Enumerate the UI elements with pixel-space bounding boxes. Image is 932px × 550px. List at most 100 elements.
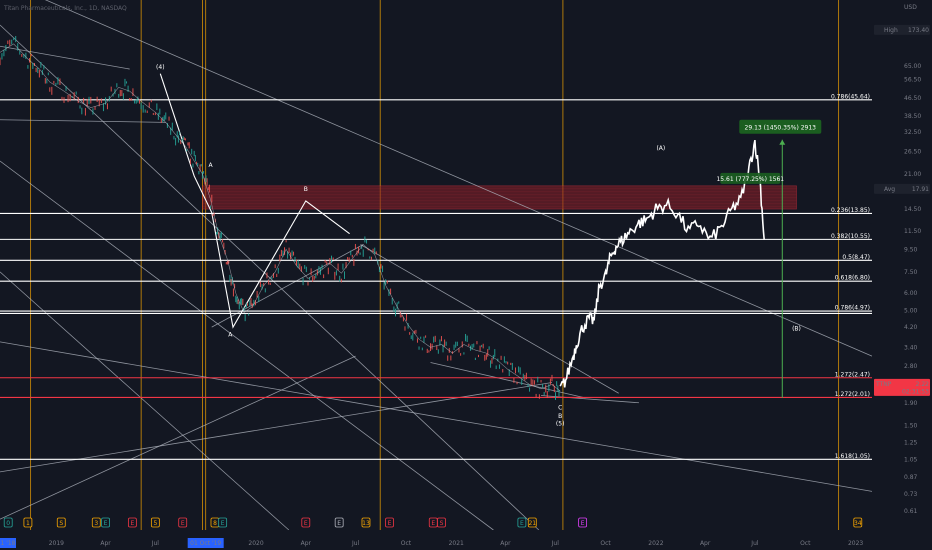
x-tick-12: Apr (700, 540, 711, 547)
event-marker-box-16 (517, 517, 527, 528)
fib-label-2: 0.382(10.55) (831, 233, 870, 240)
measure-box-label: 29.13 (1450.35%) 2913 (745, 124, 817, 131)
x-highlight-label: 01 Oct '19 (190, 540, 221, 547)
fib-label-5: 0.786(4.97) (835, 305, 870, 312)
event-marker-16: E (520, 520, 524, 527)
y-tick-12: 6.00 (904, 290, 918, 297)
event-marker-box-5 (127, 517, 137, 528)
fib-label-0: 0.786(45.64) (831, 93, 870, 100)
trend-line-10 (360, 244, 619, 394)
event-marker-1: 1 (26, 520, 30, 527)
y-tick-5: 26.50 (904, 149, 921, 156)
wave-path-layer (159, 73, 350, 329)
y-tick-20: 1.25 (904, 440, 918, 447)
x-tick-4: Apr (301, 540, 312, 547)
badge-symbol-value: 2.22 (916, 381, 930, 388)
trend-line-3 (0, 24, 540, 531)
price-series-layer (0, 36, 765, 400)
event-marker-9: E (221, 520, 225, 527)
x-tick-14: Oct (800, 540, 811, 547)
trend-line-8 (0, 355, 356, 520)
x-highlight-badge (187, 538, 224, 548)
event-marker-box-9 (218, 517, 228, 528)
badge-symbol-bg (874, 378, 930, 396)
badge-avg-label: Avg (884, 186, 895, 193)
event-marker-14: E (431, 520, 435, 527)
event-marker-17: 21 (528, 520, 536, 527)
x-tick-7: 2021 (449, 540, 464, 547)
fib-label-8: 1.618(1.05) (835, 453, 870, 460)
event-marker-box-0 (3, 517, 13, 528)
trend-line-11 (430, 362, 586, 399)
wave-label-3: B (304, 186, 308, 193)
badge-high-bg (874, 24, 930, 35)
event-marker-8: 8 (213, 520, 217, 527)
wave-label-0: (4) (156, 64, 165, 71)
badge-countdown: 02:31:53 (902, 388, 929, 395)
x-tick-15: 2023 (848, 540, 863, 547)
measure-tool-layer: 29.13 (1450.35%) 2913 15.61 (777.25%) 156… (716, 119, 822, 398)
wave-label-8: (B) (792, 326, 801, 333)
event-marker-18: E (581, 520, 585, 527)
wave-label-5: B (558, 413, 562, 420)
event-marker-box-18 (578, 517, 588, 528)
y-tick-8: 14.50 (904, 206, 921, 213)
event-marker-5: E (130, 520, 134, 527)
event-marker-7: E (181, 520, 185, 527)
event-marker-4: E (104, 520, 108, 527)
x-tick-8: Apr (500, 540, 511, 547)
resistance-zone (202, 185, 797, 210)
event-marker-box-17 (527, 517, 537, 528)
x-tick-10: Oct (600, 540, 611, 547)
chart-title: Titan Pharmaceuticals, Inc., 1D, NASDAQ (3, 5, 127, 12)
fib-label-6: 1.272(2.47) (835, 371, 870, 378)
trend-line-4 (0, 160, 494, 531)
y-tick-6: 21.00 (904, 171, 921, 178)
badge-symbol-label: TTNP (875, 381, 892, 388)
trend-line-2 (0, 119, 166, 123)
y-tick-22: 0.87 (904, 474, 918, 481)
event-marker-3: 3 (94, 520, 98, 527)
event-marker-11: E (337, 520, 341, 527)
x-tick-6: Oct (401, 540, 412, 547)
time-axis-background (0, 530, 932, 550)
x-tick-11: 2022 (648, 540, 663, 547)
y-tick-11: 7.50 (904, 269, 918, 276)
event-marker-box-4 (101, 517, 110, 528)
trend-line-0 (44, 0, 873, 357)
y-tick-13: 5.00 (904, 308, 918, 315)
event-marker-box-1 (23, 517, 33, 528)
y-tick-15: 3.40 (904, 344, 918, 351)
event-marker-10: E (304, 520, 308, 527)
wave-path (159, 73, 350, 329)
vertical-time-lines (30, 0, 840, 530)
measure-arrowhead (779, 139, 786, 145)
y-tick-16: 2.80 (904, 363, 918, 370)
y-tick-4: 32.50 (904, 129, 921, 136)
event-marker-box-19 (853, 517, 863, 528)
event-marker-box-13 (385, 517, 394, 528)
measure-inner-label: 15.61 (777.25%) 1561 (716, 176, 784, 183)
event-marker-box-3 (91, 517, 101, 528)
event-marker-15: S (440, 520, 444, 527)
x-tick-13: Jul (750, 540, 759, 547)
x-start-badge (0, 538, 16, 548)
trend-line-1 (0, 45, 130, 70)
y-tick-24: 0.61 (904, 508, 918, 515)
trend-line-12 (541, 395, 639, 404)
price-axis-badges: High173.40Avg17.91Low2.15TTNP2.2202:31:5… (874, 24, 930, 396)
x-tick-0: 2019 (49, 540, 64, 547)
price-line-history (0, 43, 561, 392)
y-tick-18: 1.90 (904, 400, 918, 407)
wave-label-2: A (228, 332, 233, 339)
event-marker-6: 5 (153, 520, 157, 527)
price-line-projection (559, 139, 765, 388)
measure-box (739, 119, 822, 134)
y-tick-1: 56.50 (904, 76, 921, 83)
currency-label: USD (904, 4, 917, 11)
y-tick-0: 65.00 (904, 63, 921, 70)
wave-label-4: C (558, 405, 562, 412)
time-axis[interactable]: 2019 Apr Jul 2020 Apr Jul Oct 2021 Apr Jul Oct 2022… (0, 538, 863, 548)
